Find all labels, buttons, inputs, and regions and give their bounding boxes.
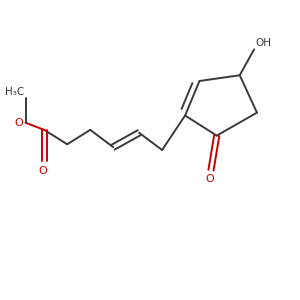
Text: O: O xyxy=(38,166,47,176)
Text: O: O xyxy=(14,118,23,128)
Text: OH: OH xyxy=(256,38,272,48)
Text: O: O xyxy=(205,174,214,184)
Text: H₃C: H₃C xyxy=(5,87,24,97)
